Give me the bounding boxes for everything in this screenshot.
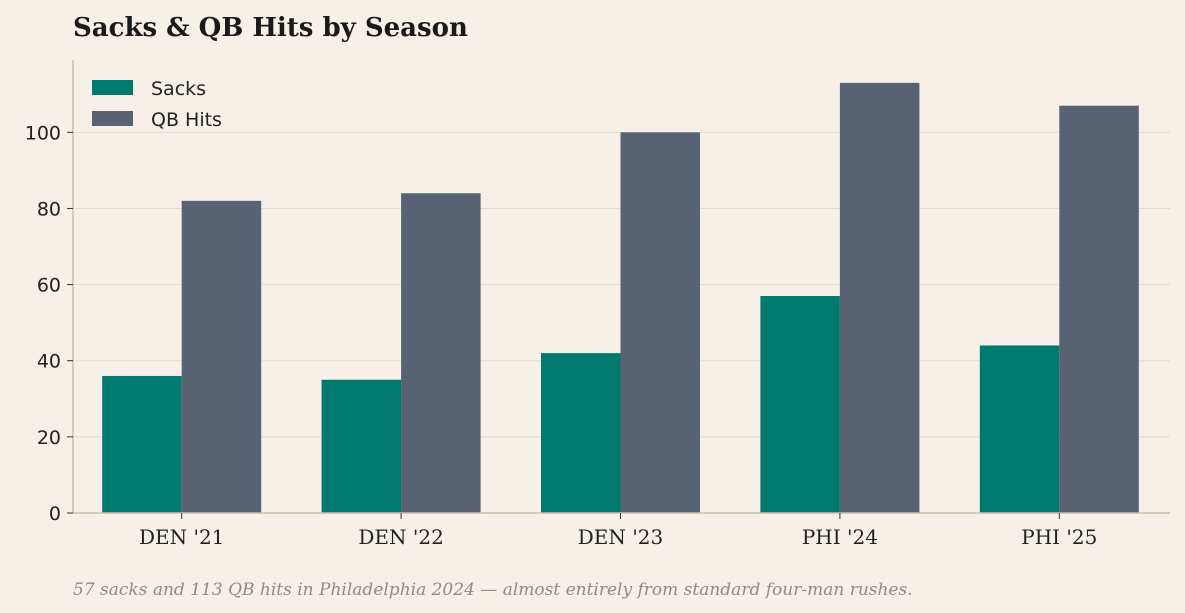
legend-swatch-qb-hits [92,111,133,126]
y-tick-label: 40 [37,351,61,373]
y-axis-ticks: 0 20 40 60 80 100 [25,122,73,525]
bar-qb-hits [839,82,920,514]
y-tick-label: 100 [25,122,61,144]
legend: Sacks QB Hits [92,78,222,131]
y-tick-label: 20 [37,427,61,449]
bars-group [102,82,1139,514]
axes [72,60,1170,514]
x-tick-label: DEN '23 [578,525,663,549]
x-tick-label: DEN '21 [139,525,224,549]
legend-label: QB Hits [151,109,222,131]
bar-sacks [102,375,182,513]
bar-qb-hits [401,193,481,513]
bar-sacks [541,353,621,513]
legend-label: Sacks [151,78,206,100]
x-tick-label: PHI '25 [1021,525,1097,549]
x-axis-ticks: DEN '21 DEN '22 DEN '23 PHI '24 PHI '25 [139,513,1097,549]
bar-qb-hits [181,200,262,513]
bar-sacks [979,345,1060,513]
bar-sacks [760,296,840,513]
chart-caption: 57 sacks and 113 QB hits in Philadelphia… [73,580,913,600]
bar-qb-hits [1059,105,1139,514]
x-tick-label: PHI '24 [802,525,878,549]
x-tick-label: DEN '22 [358,525,443,549]
bar-sacks [321,379,402,513]
legend-swatch-sacks [92,80,133,95]
y-tick-label: 0 [49,503,61,525]
chart-title: Sacks & QB Hits by Season [73,13,468,43]
y-tick-label: 80 [37,198,61,220]
y-tick-label: 60 [37,275,61,297]
bar-qb-hits [620,132,700,513]
